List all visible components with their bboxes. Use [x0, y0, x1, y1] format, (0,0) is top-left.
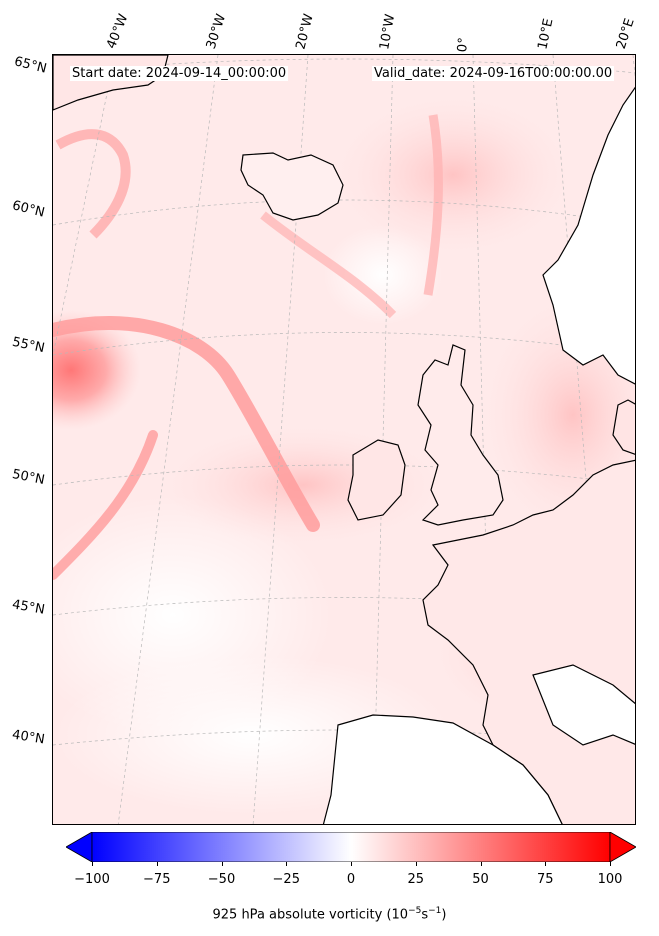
- colorbar-label-prefix: 925 hPa absolute vorticity (10: [212, 907, 409, 923]
- colorbar-tick-mark: [286, 862, 288, 866]
- colorbar-label-exp2: −1: [428, 906, 442, 916]
- lon-label-10e: 10°E: [535, 17, 557, 52]
- colorbar-tick-mark: [351, 862, 352, 866]
- frontal-band: [53, 430, 158, 580]
- frontal-band: [260, 211, 397, 319]
- lon-label-30w: 30°W: [203, 12, 230, 51]
- lat-label-45n: 45°N: [10, 597, 46, 618]
- iberian-peninsula: [322, 714, 563, 824]
- colorbar-tick-mark: [610, 862, 611, 866]
- colorbar-max-arrow: [609, 831, 637, 863]
- lon-label-0: 0°: [455, 36, 472, 53]
- lon-label-20e: 20°E: [613, 16, 638, 51]
- colorbar-tick-label: 75: [536, 872, 554, 887]
- lat-label-40n: 40°N: [11, 727, 46, 748]
- cyclone-vortex: [53, 310, 141, 430]
- colorbar-tick-label: 0: [346, 872, 356, 887]
- colorbar-tick-label: 25: [407, 872, 425, 887]
- lon-label-20w: 20°W: [293, 12, 317, 51]
- vorticity-map: [53, 55, 635, 824]
- colorbar-graphic: [65, 831, 637, 863]
- colorbar-tick-label: −100: [74, 872, 110, 887]
- vorticity-patch: [333, 95, 573, 255]
- colorbar-tick-label: −50: [207, 872, 236, 887]
- colorbar-tick-mark: [221, 862, 223, 866]
- lat-label-55n: 55°N: [10, 334, 46, 357]
- colorbar-tick-mark: [92, 862, 93, 866]
- great-britain: [417, 344, 504, 526]
- meridian-20e: [632, 55, 635, 79]
- lat-label-60n: 60°N: [10, 198, 47, 221]
- map-panel: [52, 54, 636, 825]
- colorbar-tick-label: −75: [143, 872, 171, 887]
- colorbar-tick-mark: [156, 862, 158, 866]
- frontal-band: [423, 114, 443, 296]
- colorbar-min-arrow: [65, 831, 93, 863]
- colorbar-label: 925 hPa absolute vorticity (10−5s−1): [0, 906, 659, 922]
- colorbar-label-suffix: ): [441, 907, 447, 923]
- colorbar-tick-mark: [545, 862, 547, 866]
- lat-label-65n: 65°N: [12, 54, 49, 77]
- colorbar-label-mid: s: [421, 907, 429, 923]
- colorbar-tick-label: −25: [272, 872, 300, 887]
- colorbar-gradient: [91, 831, 611, 863]
- alps-italy: [532, 664, 635, 746]
- valid-date-label: Valid_date: 2024-09-16T00:00:00.00: [372, 66, 615, 81]
- iceland: [240, 152, 344, 221]
- start-date-label: Start date: 2024-09-14_00:00:00: [70, 66, 289, 81]
- frontal-band: [55, 129, 131, 239]
- colorbar-tick-label: 100: [597, 872, 623, 887]
- parallel-60: [53, 199, 635, 226]
- colorbar-label-exp1: −5: [408, 906, 422, 916]
- lon-label-10w: 10°W: [377, 13, 399, 52]
- lat-label-50n: 50°N: [10, 467, 46, 488]
- norway: [542, 86, 635, 385]
- colorbar-tick-mark: [480, 862, 482, 866]
- lon-label-40w: 40°W: [104, 12, 132, 51]
- meridian-10w: [372, 55, 394, 824]
- colorbar-tick-mark: [415, 862, 417, 866]
- colorbar-tick-label: 50: [472, 872, 489, 887]
- frontal-band: [53, 316, 320, 532]
- denmark: [612, 399, 635, 455]
- ireland: [347, 439, 406, 521]
- colorbar: [65, 831, 637, 863]
